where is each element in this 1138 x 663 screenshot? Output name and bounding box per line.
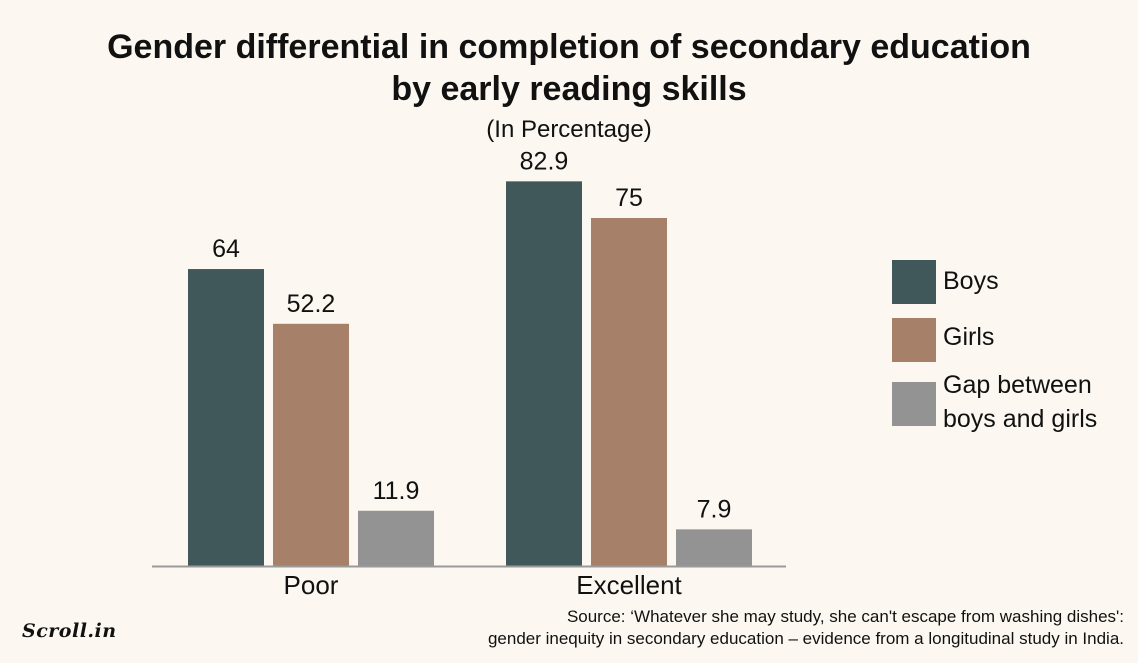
title-line-1: Gender differential in completion of sec… xyxy=(107,28,1031,66)
legend-swatch-gap xyxy=(892,382,936,426)
bar-poor-0 xyxy=(188,269,264,566)
bar-excellent-2 xyxy=(676,529,752,566)
data-label-excellent-0: 82.9 xyxy=(520,147,569,175)
data-label-excellent-2: 7.9 xyxy=(697,495,732,523)
source-line-2: gender inequity in secondary education –… xyxy=(487,629,1124,648)
legend-label-gap-line-2: boys and girls xyxy=(943,405,1098,433)
chart-title: Gender differential in completion of sec… xyxy=(0,26,1138,110)
source-line-1: Source: ‘Whatever she may study, she can… xyxy=(566,607,1124,626)
title-line-2: by early reading skills xyxy=(391,70,747,108)
data-label-poor-2: 11.9 xyxy=(373,477,420,505)
bar-poor-1 xyxy=(273,323,349,566)
legend-swatch-girls xyxy=(892,318,936,362)
legend-label-girls: Girls xyxy=(943,323,995,351)
data-label-excellent-1: 75 xyxy=(615,184,643,212)
x-tick-label-poor: Poor xyxy=(284,570,339,600)
x-tick-label-excellent: Excellent xyxy=(576,570,682,600)
bar-poor-2 xyxy=(358,510,434,566)
scroll-logo: Scroll.in xyxy=(22,620,117,642)
legend-label-gap-line-1: Gap between xyxy=(943,371,1092,399)
source-note: Source: ‘Whatever she may study, she can… xyxy=(488,606,1124,650)
data-label-poor-0: 64 xyxy=(212,235,240,263)
legend-label-boys: Boys xyxy=(943,267,999,295)
legend-swatch-boys xyxy=(892,260,936,304)
bar-excellent-0 xyxy=(506,181,582,566)
legend-label-gap: Gap between boys and girls xyxy=(943,368,1097,436)
bar-excellent-1 xyxy=(591,218,667,566)
chart-subtitle: (In Percentage) xyxy=(486,116,652,143)
data-label-poor-1: 52.2 xyxy=(287,290,336,318)
